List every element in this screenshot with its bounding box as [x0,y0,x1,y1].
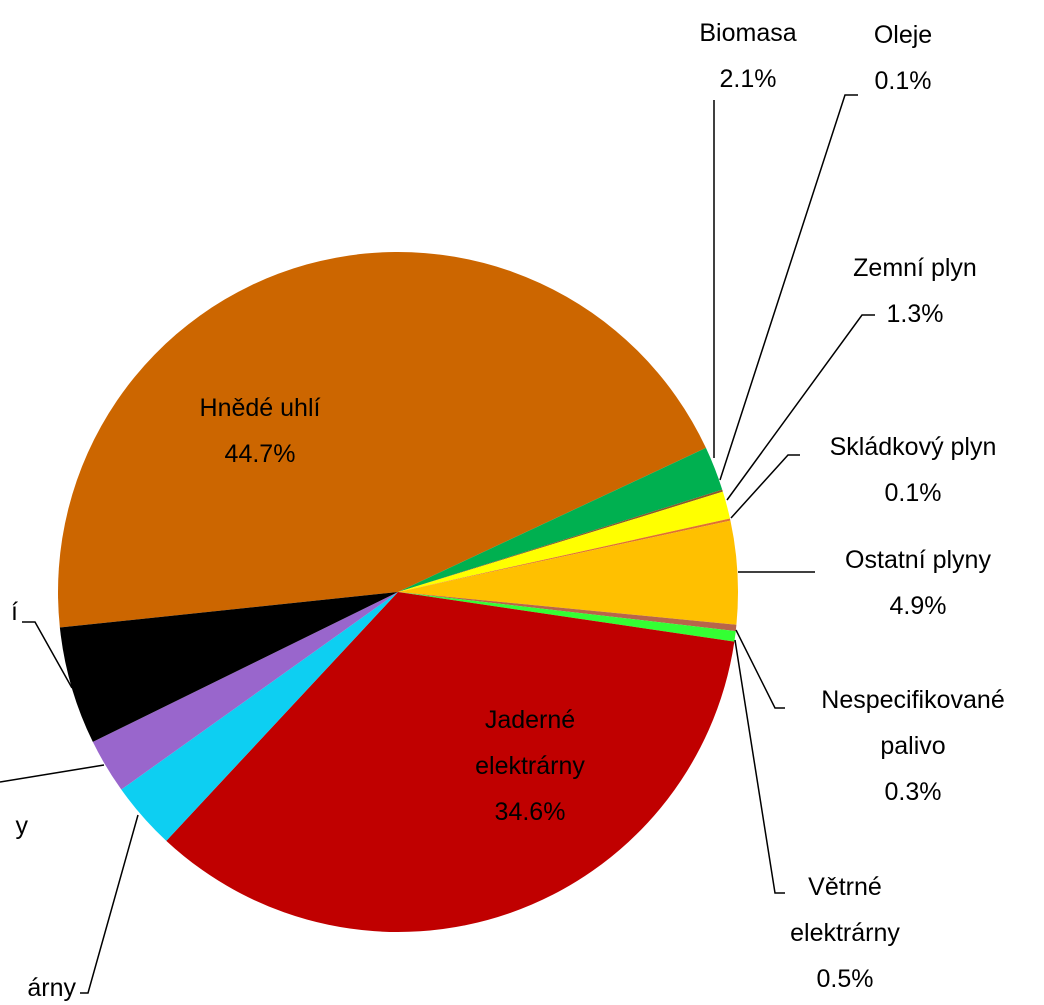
category-name: Skládkový plyn [829,433,997,461]
value-label: 44.7% [224,440,296,468]
value-label: 2.1% [719,65,777,93]
slice-label: Ostatní plyny 4.9% [808,537,1028,629]
slice-label: Větrné elektrárny 0.5% [770,864,920,1002]
pie-slice [121,592,399,841]
leader-line [735,629,785,709]
value-label: 0.5% [816,965,874,993]
slice-label: Jaderné elektrárny 34.6% [455,697,605,835]
category-name: y [15,812,29,840]
category-name: Ostatní plyny [845,546,991,574]
slice-label: Oleje 0.1% [843,12,963,104]
category-name: í [11,598,18,626]
pie-slice [58,251,706,628]
category-name: Biomasa [699,19,797,47]
slice-label: y [0,803,29,849]
slice-label: í [0,589,18,635]
category-name: árny [27,974,76,1002]
pie-slice [92,592,399,790]
category-name: Zemní plyn [853,254,977,282]
slice-label: Biomasa 2.1% [668,10,828,102]
pie-slice [59,592,399,742]
leader-line [0,764,105,783]
slice-label: Zemní plyn 1.3% [815,245,1015,337]
value-label: 1.3% [886,300,944,328]
pie-slice [398,489,723,592]
pie-slice [398,491,730,592]
pie-slice [398,447,723,592]
category-name: Jaderné elektrárny [475,706,585,780]
leader-line [80,814,139,994]
category-name: Nespecifikované palivo [821,686,1005,760]
slice-label: Nespecifikované palivo 0.3% [793,677,1033,815]
value-label: 4.9% [889,592,947,620]
category-name: Větrné elektrárny [790,873,900,947]
category-name: Oleje [873,21,933,49]
slice-label: Hnědé uhlí 44.7% [160,385,360,477]
value-label: 0.1% [884,479,942,507]
pie-slice [166,592,735,933]
leader-line [719,94,858,481]
value-label: 34.6% [494,798,566,826]
pie-slice [398,518,731,592]
slice-label: Skládkový plyn 0.1% [793,424,1033,516]
leader-line [726,314,875,501]
value-label: 0.3% [884,778,942,806]
leader-line [730,454,800,519]
leader-line [22,621,73,689]
pie-slice [398,592,737,632]
slice-label: árny [0,965,76,1005]
pie-slice [398,520,739,625]
category-name: Hnědé uhlí [199,394,321,422]
leader-line [734,639,785,894]
value-label: 0.1% [874,67,932,95]
pie-slice [398,592,736,642]
